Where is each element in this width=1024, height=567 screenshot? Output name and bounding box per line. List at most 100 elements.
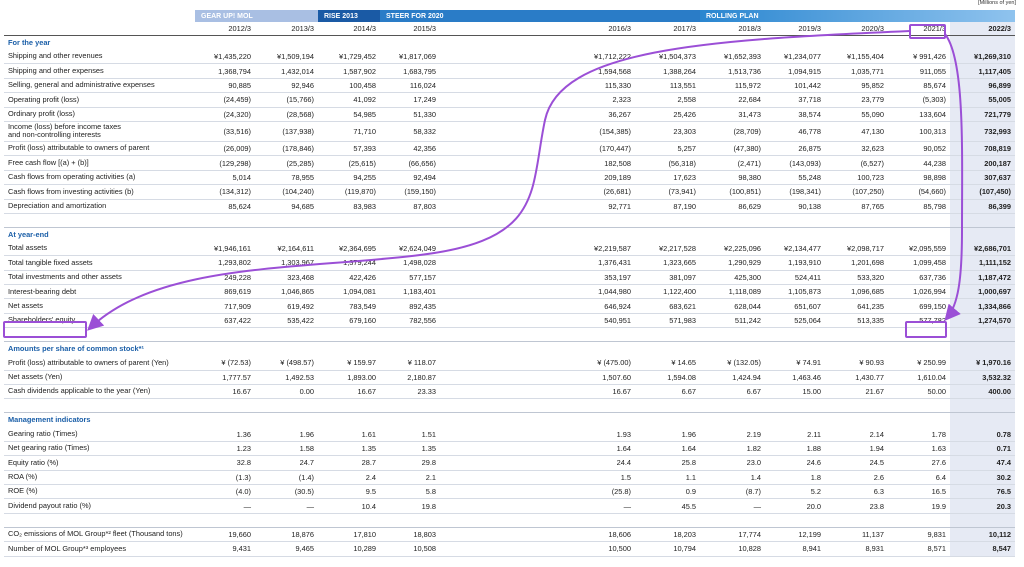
- cell: (66,656): [380, 155, 440, 171]
- cell: ¥1,946,161: [195, 241, 255, 257]
- cell: 90,052: [888, 141, 950, 157]
- blank: [4, 22, 195, 36]
- cell: 16.67: [318, 384, 380, 400]
- cell: 1.1: [635, 470, 700, 485]
- cell: 1.78: [888, 427, 950, 442]
- cell: (28,568): [255, 107, 318, 122]
- cell: 29.8: [380, 455, 440, 471]
- row-label: Free cash flow [(a) + (b)]: [4, 155, 195, 171]
- data-row: Cash flows from investing activities (b)…: [4, 184, 1015, 200]
- row-label: ROE (%): [4, 484, 195, 500]
- cell: 16.5: [888, 484, 950, 500]
- cell: 1,507.60: [575, 370, 635, 386]
- row-label: Cash flows from operating activities (a): [4, 170, 195, 186]
- section-title: Management indicators: [8, 415, 91, 425]
- cell: 31,473: [700, 107, 765, 122]
- cell: 90,885: [195, 78, 255, 94]
- cell: 1,026,994: [888, 284, 950, 300]
- section-row: For the year: [4, 35, 1015, 50]
- data-row: Total assets ¥1,946,161 ¥2,164,611 ¥2,364,6…: [4, 241, 1015, 257]
- gap: [440, 63, 575, 79]
- cell: 717,909: [195, 298, 255, 314]
- cell: 1.93: [575, 427, 635, 442]
- cell: (25.8): [575, 484, 635, 500]
- gap: [440, 92, 575, 108]
- cell: 10,289: [318, 541, 380, 557]
- cell: 2.1: [380, 470, 440, 485]
- cell: 11,137: [825, 527, 888, 543]
- gap: [440, 284, 575, 300]
- cell: 400.00: [950, 384, 1015, 400]
- gap: [440, 241, 575, 257]
- row-label: Income (loss) before income taxes and no…: [4, 121, 195, 142]
- gap: [440, 141, 575, 157]
- cell: 92,494: [380, 170, 440, 186]
- gap: [440, 441, 575, 457]
- cell: 115,330: [575, 78, 635, 94]
- cell: 721,779: [950, 107, 1015, 122]
- cell: 2.19: [700, 427, 765, 442]
- cell: 15.00: [765, 384, 825, 400]
- group-label: STEER FOR 2020: [380, 10, 700, 22]
- cell: 1,111,152: [950, 255, 1015, 271]
- cell: 2,323: [575, 92, 635, 108]
- cell: 12,199: [765, 527, 825, 543]
- data-row: Net assets 717,909 619,492 783,549 892,435 64…: [4, 298, 1015, 314]
- cell: ¥2,134,477: [765, 241, 825, 257]
- group-label: GEAR UP! MOL: [195, 10, 318, 22]
- cell: 23,779: [825, 92, 888, 108]
- cell: 1,187,472: [950, 270, 1015, 286]
- cell: 23,303: [635, 121, 700, 142]
- cell: 1.96: [635, 427, 700, 442]
- blank: [4, 213, 950, 228]
- cell: ¥ 74.91: [765, 356, 825, 371]
- data-row: Gearing ratio (Times) 1.36 1.96 1.61 1.51 1.9…: [4, 427, 1015, 442]
- gap: [440, 199, 575, 214]
- cell: 182,508: [575, 155, 635, 171]
- cell: (2,471): [700, 155, 765, 171]
- cell: 1,201,698: [825, 255, 888, 271]
- cell: 8,931: [825, 541, 888, 557]
- cell: 892,435: [380, 298, 440, 314]
- data-row: Operating profit (loss) (24,459) (15,766) 4…: [4, 92, 1015, 108]
- cell: 1,498,028: [380, 255, 440, 271]
- cell: (107,450): [950, 184, 1015, 200]
- group-row: GEAR UP! MOL RISE 2013 STEER FOR 2020 ROLLI…: [4, 10, 1015, 22]
- cell: 1.88: [765, 441, 825, 457]
- data-row: Income (loss) before income taxes and no…: [4, 121, 1015, 142]
- column-header: 2018/3: [700, 22, 765, 36]
- cell: 22,684: [700, 92, 765, 108]
- cell: 1,594.08: [635, 370, 700, 386]
- cell: 1,094,915: [765, 63, 825, 79]
- cell: 0.78: [950, 427, 1015, 442]
- gap: [440, 50, 575, 65]
- cell: 17,249: [380, 92, 440, 108]
- cell: 23.33: [380, 384, 440, 400]
- cell: (26,009): [195, 141, 255, 157]
- cell: 1.8: [765, 470, 825, 485]
- cell: 641,235: [825, 298, 888, 314]
- cell: 42,356: [380, 141, 440, 157]
- cell: 21.67: [825, 384, 888, 400]
- gap: [440, 78, 575, 94]
- column-header: 2022/3: [950, 22, 1015, 36]
- row-label: Gearing ratio (Times): [4, 427, 195, 442]
- cell: 1,274,570: [950, 313, 1015, 329]
- section-row: Management indicators: [4, 412, 1015, 428]
- cell: 96,899: [950, 78, 1015, 94]
- data-row: Equity ratio (%) 32.8 24.7 28.7 29.8 24.4 25.8…: [4, 455, 1015, 471]
- cell: 85,798: [888, 199, 950, 214]
- gap: [440, 498, 575, 514]
- cell: 1,183,401: [380, 284, 440, 300]
- cell: 9.5: [318, 484, 380, 500]
- cell: 1,594,568: [575, 63, 635, 79]
- cell: 18,876: [255, 527, 318, 543]
- gap: [440, 22, 575, 36]
- row-label: Cash dividends applicable to the year (Y…: [4, 384, 195, 400]
- spacer: [4, 213, 1015, 228]
- cell: 24.7: [255, 455, 318, 471]
- cell: 1.51: [380, 427, 440, 442]
- cell: 1.35: [380, 441, 440, 457]
- cell: ¥ 118.07: [380, 356, 440, 371]
- cell: 1,376,431: [575, 255, 635, 271]
